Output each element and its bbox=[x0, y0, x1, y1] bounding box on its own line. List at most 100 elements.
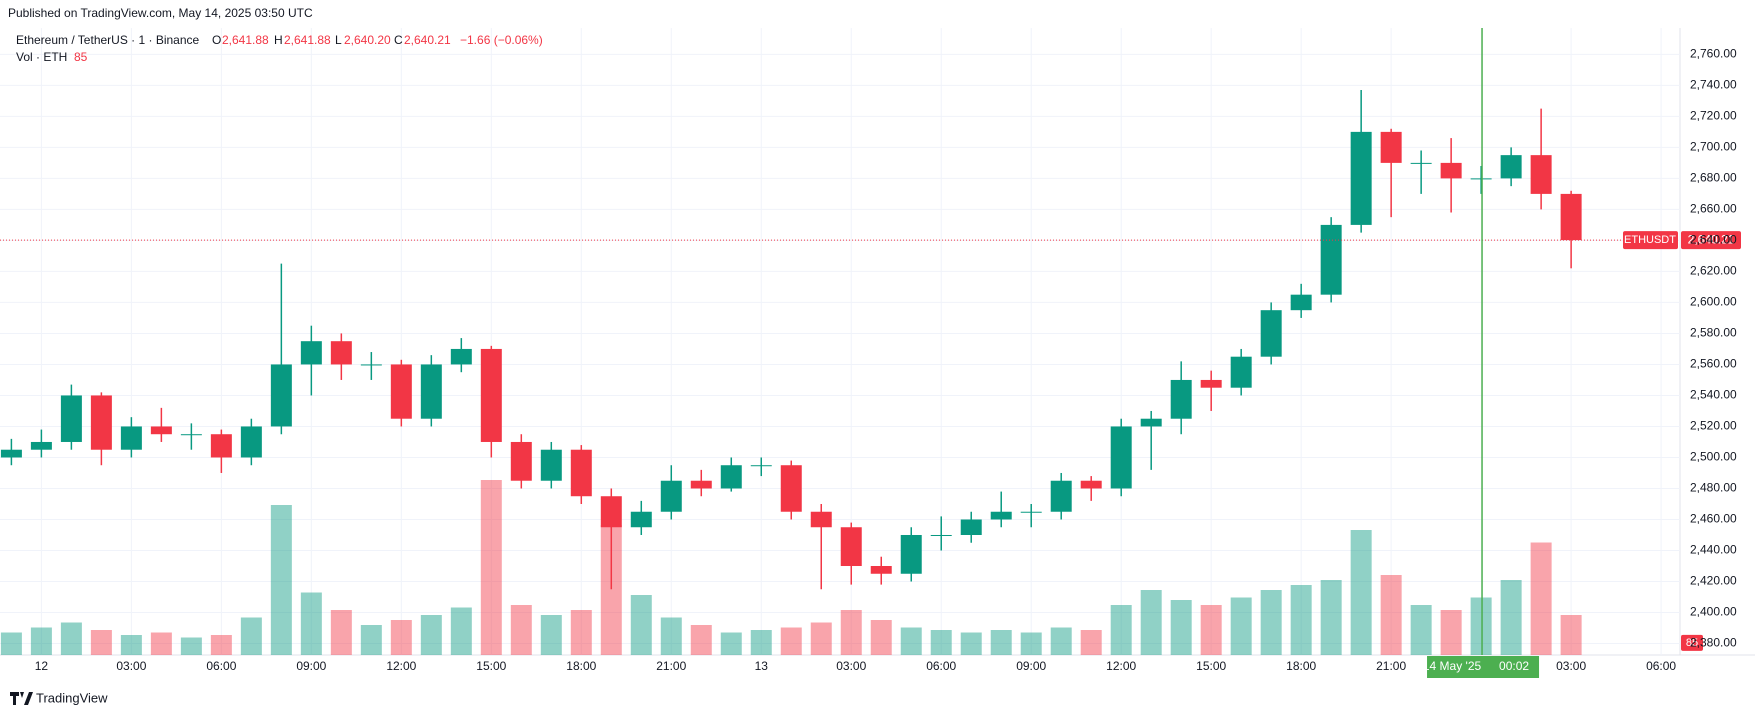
volume-bar bbox=[1350, 530, 1372, 655]
x-tick-label: 21:00 bbox=[1376, 659, 1406, 673]
volume-bar bbox=[300, 592, 322, 655]
candle-body bbox=[510, 441, 532, 481]
legend-change: −1.66 (−0.06%) bbox=[460, 33, 543, 47]
candle-body bbox=[1410, 162, 1432, 164]
volume-bar bbox=[420, 615, 442, 655]
x-tick-label: 09:00 bbox=[1016, 659, 1046, 673]
legend-c-key: C bbox=[394, 33, 403, 47]
candle-body bbox=[930, 534, 952, 536]
legend-volume-key: Vol · ETH bbox=[16, 50, 67, 64]
published-note: Published on TradingView.com, May 14, 20… bbox=[8, 6, 313, 20]
y-tick-label: 2,500.00 bbox=[1690, 450, 1737, 464]
legend-symbol: Ethereum / TetherUS · 1 · Binance bbox=[16, 33, 200, 47]
x-tick-label: 03:00 bbox=[116, 659, 146, 673]
y-tick-label: 2,680.00 bbox=[1690, 171, 1737, 185]
legend: Ethereum / TetherUS · 1 · Binance O 2,64… bbox=[16, 33, 543, 64]
symbol-tag-bg bbox=[1623, 231, 1678, 250]
y-tick-label: 2,460.00 bbox=[1690, 512, 1737, 526]
x-tick-label: 12 bbox=[35, 659, 49, 673]
volume-bar bbox=[450, 607, 472, 655]
candle-body bbox=[420, 364, 442, 419]
candle-body bbox=[870, 566, 892, 574]
candle-body bbox=[300, 341, 322, 365]
x-tick-label: 06:00 bbox=[206, 659, 236, 673]
legend-o-key: O bbox=[212, 33, 221, 47]
candle-body bbox=[1080, 480, 1102, 489]
candle-body bbox=[450, 348, 472, 365]
volume-bar bbox=[1050, 627, 1072, 655]
candle-body bbox=[60, 395, 82, 442]
candle-body bbox=[840, 527, 862, 567]
volume-bar bbox=[1110, 605, 1132, 655]
volume-bar bbox=[1170, 600, 1192, 655]
candle-body bbox=[330, 341, 352, 365]
volume-bar bbox=[60, 622, 82, 655]
candle-body bbox=[150, 426, 172, 435]
volume-bar bbox=[810, 622, 832, 655]
x-tick-label: 15:00 bbox=[476, 659, 506, 673]
volume-bar bbox=[270, 505, 292, 655]
volume-bar bbox=[900, 627, 922, 655]
candle-body bbox=[1380, 131, 1402, 163]
crosshair-date: 14 May '25 bbox=[1423, 659, 1482, 673]
volume-bar bbox=[1500, 580, 1522, 655]
candle-body bbox=[1170, 379, 1192, 419]
volume-bar bbox=[960, 632, 982, 655]
candles bbox=[0, 90, 1582, 590]
volume-tag-bg bbox=[1681, 634, 1703, 651]
volume-bar bbox=[180, 637, 202, 655]
legend-l-key: L bbox=[335, 33, 342, 47]
candle-body bbox=[1320, 224, 1342, 295]
crosshair-label-bg bbox=[1427, 656, 1540, 678]
legend-h: 2,641.88 bbox=[284, 33, 331, 47]
volume-bar bbox=[1260, 590, 1282, 655]
price-tag-bg bbox=[1681, 231, 1741, 250]
candle-body bbox=[990, 511, 1012, 520]
candle-body bbox=[540, 449, 562, 481]
candle-body bbox=[240, 426, 262, 458]
price-tag: 2,640.21 bbox=[1688, 232, 1735, 246]
volume-bar bbox=[0, 632, 22, 655]
volume-bar bbox=[210, 635, 232, 655]
legend-c: 2,640.21 bbox=[404, 33, 451, 47]
volume-bar bbox=[840, 610, 862, 655]
volume-bar bbox=[1320, 580, 1342, 655]
x-tick-label: 15:00 bbox=[1196, 659, 1226, 673]
candle-body bbox=[30, 441, 52, 450]
volume-bar bbox=[750, 630, 772, 655]
volume-bar bbox=[870, 620, 892, 655]
x-tick-label: 18:00 bbox=[1286, 659, 1316, 673]
volume-bar bbox=[510, 605, 532, 655]
grid bbox=[0, 28, 1680, 655]
legend-o: 2,641.88 bbox=[222, 33, 269, 47]
candle-body bbox=[180, 434, 202, 436]
axes: 2,380.00 2,400.00 2,420.00 2,440.00 2,460.00… bbox=[35, 47, 1737, 674]
legend-h-key: H bbox=[274, 33, 283, 47]
x-tick-label: 09:00 bbox=[296, 659, 326, 673]
volume-bar bbox=[540, 615, 562, 655]
volume-bar bbox=[1440, 610, 1462, 655]
candle-body bbox=[1050, 480, 1072, 512]
x-tick-label: 12:00 bbox=[386, 659, 416, 673]
x-tick-label: 21:00 bbox=[656, 659, 686, 673]
volume-bar bbox=[480, 480, 502, 655]
volume-bar bbox=[360, 625, 382, 655]
volume-bar bbox=[1200, 605, 1222, 655]
x-tick-label: 12:00 bbox=[1106, 659, 1136, 673]
symbol-tag: ETHUSDT bbox=[1624, 234, 1676, 246]
candle-body bbox=[1260, 310, 1282, 357]
brand-name: TradingView bbox=[36, 690, 108, 705]
y-tick-label: 2,560.00 bbox=[1690, 357, 1737, 371]
candle-body bbox=[390, 364, 412, 419]
overlay: ETHUSDT 2,640.21 85 14 May '25 00:02 bbox=[0, 28, 1741, 678]
footer: TradingView bbox=[10, 690, 108, 705]
candle-body bbox=[1350, 131, 1372, 225]
y-tick-label: 2,740.00 bbox=[1690, 78, 1737, 92]
candle-body bbox=[960, 519, 982, 535]
candle-body bbox=[750, 465, 772, 467]
volume-tag: 85 bbox=[1686, 637, 1698, 649]
candle-body bbox=[570, 449, 592, 497]
y-tick-label: 2,640.00 bbox=[1690, 233, 1737, 247]
candle-body bbox=[1200, 379, 1222, 388]
